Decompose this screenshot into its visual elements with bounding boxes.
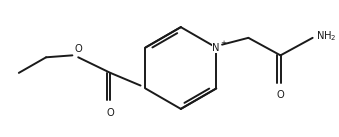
Text: O: O bbox=[106, 108, 114, 118]
Text: O: O bbox=[277, 90, 284, 100]
Text: O: O bbox=[74, 44, 82, 54]
Text: +: + bbox=[220, 40, 226, 46]
Text: NH$_2$: NH$_2$ bbox=[316, 29, 336, 43]
Text: N: N bbox=[213, 43, 220, 53]
